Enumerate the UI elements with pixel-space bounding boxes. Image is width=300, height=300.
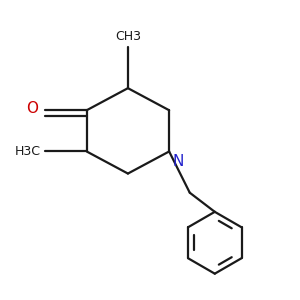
- Text: O: O: [26, 101, 38, 116]
- Text: N: N: [173, 154, 184, 169]
- Text: CH3: CH3: [115, 30, 141, 44]
- Text: H3C: H3C: [15, 145, 41, 158]
